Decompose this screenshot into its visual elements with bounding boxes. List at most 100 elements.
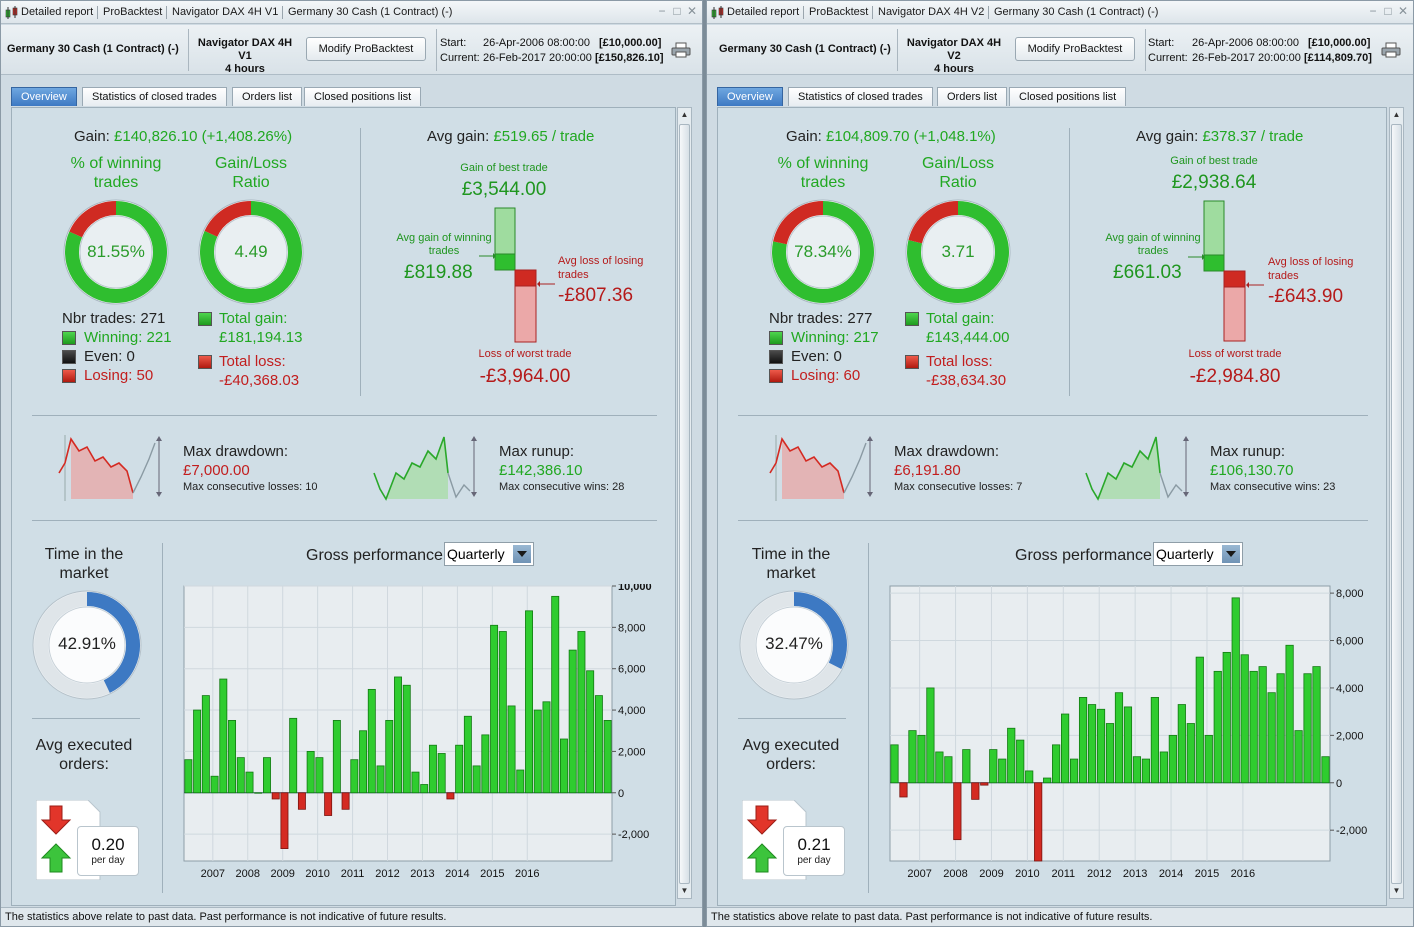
total-gain-label: Total gain:: [219, 310, 288, 327]
scroll-thumb[interactable]: [1391, 124, 1402, 884]
vertical-scrollbar[interactable]: ▲ ▼: [1389, 107, 1404, 899]
chart-bar: [1150, 697, 1159, 784]
chart-bar: [577, 631, 586, 794]
winning-label: Winning:: [791, 329, 850, 346]
x-tick-label: 2010: [1015, 868, 1039, 880]
title-instrument: Germany 30 Cash (1 Contract) (-): [288, 6, 453, 18]
maximize-icon[interactable]: □: [673, 4, 681, 18]
chart-bar: [533, 709, 542, 794]
avg-gain-row: Avg gain: £378.37 / trade: [1136, 128, 1303, 145]
start-label: Start:: [1148, 37, 1175, 49]
chart-bar: [254, 792, 263, 794]
chart-bar: [472, 765, 481, 794]
y-tick-label: 2,000: [1336, 730, 1364, 742]
title-bar[interactable]: Detailed report ProBacktest Navigator DA…: [707, 1, 1413, 24]
even-label: Even:: [791, 348, 830, 365]
max-cons-wins-value: 23: [1323, 481, 1336, 493]
total-loss-value: -£40,368.03: [219, 372, 300, 389]
gross-perf-label: Gross performance: [1015, 547, 1152, 564]
chart-bar: [586, 670, 595, 794]
trade-range-graphic: [479, 207, 555, 343]
tab-closed-positions-list[interactable]: Closed positions list: [1009, 87, 1127, 106]
modify-probacktest-button[interactable]: Modify ProBacktest: [1015, 37, 1135, 61]
donut-center: [214, 215, 288, 289]
winning-legend-square: [769, 331, 783, 345]
scroll-thumb[interactable]: [679, 124, 690, 884]
section-divider: [738, 718, 846, 719]
minimize-icon[interactable]: −: [1369, 4, 1377, 18]
scroll-down-icon[interactable]: ▼: [1392, 886, 1401, 895]
chart-bar: [1078, 697, 1088, 784]
best-trade-label: Gain of best trade: [1170, 155, 1258, 167]
scroll-up-icon[interactable]: ▲: [1392, 110, 1401, 119]
chart-bar: [359, 730, 368, 794]
start-capital: [£10,000.00]: [1308, 37, 1371, 49]
chevron-down-icon[interactable]: [1222, 545, 1240, 563]
donut-loss-arc: [69, 201, 117, 238]
scroll-up-icon[interactable]: ▲: [680, 110, 689, 119]
title-bar[interactable]: Detailed report ProBacktest Navigator DA…: [1, 1, 702, 24]
chart-bar: [1294, 730, 1303, 784]
max-cons-wins-row: Max consecutive wins: 23: [1210, 481, 1335, 493]
avg-win-value: £661.03: [1113, 262, 1182, 283]
x-tick-label: 2007: [201, 868, 225, 880]
chevron-down-icon[interactable]: [513, 545, 531, 563]
tab-statistics-closed-trades[interactable]: Statistics of closed trades: [788, 87, 933, 106]
info-separator: [188, 29, 189, 71]
gain-loss-ratio-donut: [198, 199, 304, 305]
tab-overview[interactable]: Overview: [717, 87, 783, 106]
winning-value: 221: [146, 329, 172, 346]
printer-icon[interactable]: [671, 42, 691, 58]
chart-bar: [1276, 673, 1285, 784]
chart-bar: [516, 769, 525, 794]
tab-orders-list[interactable]: Orders list: [937, 87, 1008, 106]
max-runup-value: £106,130.70: [1210, 462, 1294, 479]
worst-trade-label: Loss of worst trade: [1188, 348, 1282, 360]
avg-loss-value: -£643.90: [1268, 286, 1344, 307]
donut-win-arc: [772, 201, 874, 303]
chart-bar: [437, 753, 446, 794]
tab-orders-list[interactable]: Orders list: [232, 87, 303, 106]
avg-gain-label: Avg gain:: [427, 128, 490, 145]
tab-closed-positions-list[interactable]: Closed positions list: [304, 87, 422, 106]
period-select[interactable]: Quarterly: [444, 542, 534, 566]
chart-bar: [1114, 692, 1124, 784]
gl-ratio-label: Gain/Loss Ratio: [214, 155, 288, 191]
start-date: 26-Apr-2006 08:00:00: [1192, 37, 1300, 49]
current-label: Current:: [440, 52, 480, 64]
avg-orders-label: Avg executed orders:: [35, 737, 133, 773]
printer-icon[interactable]: [1381, 42, 1401, 58]
chart-bar: [525, 610, 533, 794]
winning-row: Winning: 217: [791, 329, 879, 346]
time-donut-arc: [793, 592, 847, 669]
avg-loss-value: -£807.36: [558, 285, 634, 306]
title-detailed-report: Detailed report: [21, 6, 94, 18]
nbr-trades-row: Nbr trades: 271: [62, 310, 165, 327]
close-icon[interactable]: ✕: [1397, 4, 1409, 18]
system-info: Navigator DAX 4H V2 4 hours: [899, 37, 1009, 76]
vertical-scrollbar[interactable]: ▲ ▼: [677, 107, 692, 899]
chart-bar: [1258, 666, 1267, 784]
donut-center: [79, 215, 153, 289]
modify-probacktest-button[interactable]: Modify ProBacktest: [306, 37, 426, 61]
chart-bar: [446, 792, 455, 800]
x-tick-label: 2010: [305, 868, 329, 880]
chart-bar: [1222, 651, 1231, 784]
chart-bar: [297, 792, 306, 810]
best-trade-value: £3,544.00: [461, 179, 547, 200]
period-select[interactable]: Quarterly: [1153, 542, 1243, 566]
maximize-icon[interactable]: □: [1384, 4, 1392, 18]
close-icon[interactable]: ✕: [686, 4, 698, 18]
chart-bar: [542, 701, 551, 794]
chart-bar: [1168, 734, 1177, 784]
chart-bar: [271, 792, 280, 800]
chart-bar: [908, 730, 917, 784]
chart-bar: [1312, 666, 1321, 784]
scroll-down-icon[interactable]: ▼: [680, 886, 689, 895]
tab-statistics-closed-trades[interactable]: Statistics of closed trades: [82, 87, 227, 106]
avg-gain-row: Avg gain: £519.65 / trade: [427, 128, 594, 145]
tab-overview[interactable]: Overview: [11, 87, 77, 106]
current-capital: [£150,826.10]: [595, 52, 664, 64]
minimize-icon[interactable]: −: [658, 4, 666, 18]
section-divider: [32, 415, 657, 416]
